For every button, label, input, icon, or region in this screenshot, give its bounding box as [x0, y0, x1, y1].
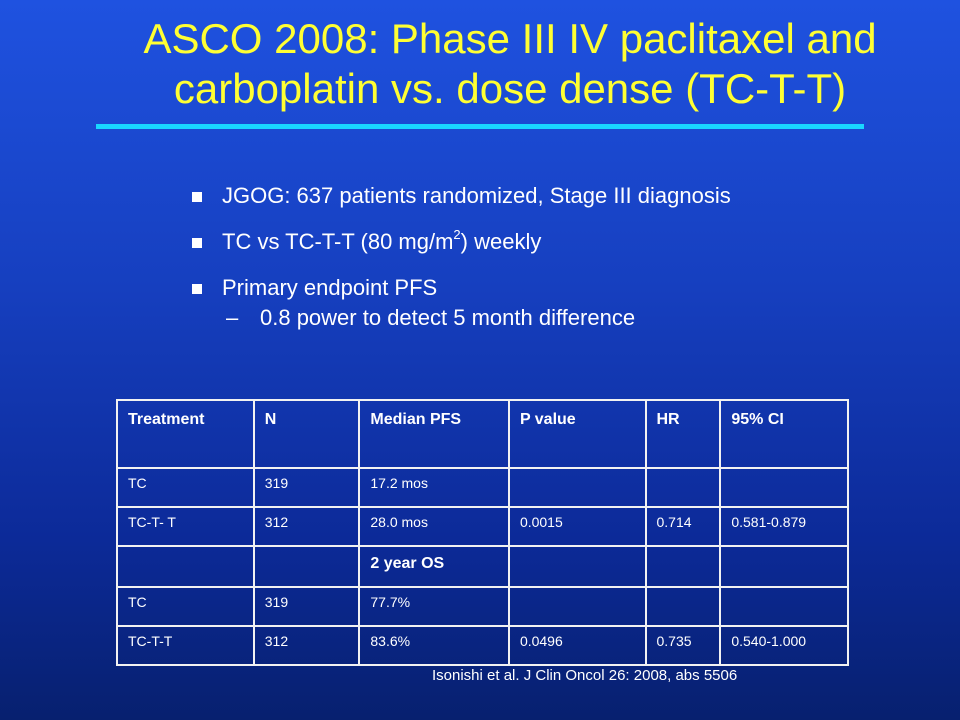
cell-2yr-os: 77.7%	[358, 586, 510, 627]
header-median-pfs: Median PFS	[358, 399, 510, 469]
table-row: TC 319 17.2 mos	[116, 467, 849, 508]
results-table: Treatment N Median PFS P value HR 95% CI…	[116, 399, 849, 666]
header-95-ci: 95% CI	[719, 399, 849, 469]
title-line-1: ASCO 2008: Phase III IV paclitaxel and	[143, 15, 877, 62]
cell-p-value: 0.0496	[507, 625, 647, 666]
slide-title: ASCO 2008: Phase III IV paclitaxel and c…	[60, 14, 960, 114]
bullet-text: TC vs TC-T-T (80 mg/m2) weekly	[222, 226, 542, 254]
dash-icon: –	[226, 305, 239, 330]
bullet-list: JGOG: 637 patients randomized, Stage III…	[190, 182, 830, 350]
cell-treatment: TC-T- T	[116, 506, 255, 547]
bullet-text-part: ) weekly	[460, 229, 542, 254]
cell-hr	[644, 467, 722, 508]
bullet-item: JGOG: 637 patients randomized, Stage III…	[190, 182, 830, 210]
cell-95-ci: 0.540-1.000	[719, 625, 849, 666]
cell-empty	[252, 545, 361, 588]
square-bullet-icon	[192, 238, 202, 248]
bullet-text: Primary endpoint PFS	[222, 275, 438, 300]
cell-hr: 0.714	[644, 506, 722, 547]
title-underline	[96, 124, 864, 129]
cell-n: 319	[252, 467, 361, 508]
cell-empty	[116, 545, 255, 588]
cell-empty	[644, 545, 722, 588]
citation-footnote: Isonishi et al. J Clin Oncol 26: 2008, a…	[432, 667, 738, 684]
cell-median-pfs: 17.2 mos	[358, 467, 510, 508]
cell-hr: 0.735	[644, 625, 722, 666]
sub-bullet-text: 0.8 power to detect 5 month difference	[260, 305, 636, 330]
cell-p-value	[507, 586, 647, 627]
cell-treatment: TC-T-T	[116, 625, 255, 666]
cell-empty	[719, 545, 849, 588]
header-hr: HR	[644, 399, 722, 469]
bullet-text-part: TC vs TC-T-T (80 mg/m	[222, 229, 454, 254]
header-treatment: Treatment	[116, 399, 255, 469]
bullet-text: JGOG: 637 patients randomized, Stage III…	[222, 183, 731, 208]
cell-p-value	[507, 467, 647, 508]
cell-95-ci	[719, 467, 849, 508]
section-title-2-year-os: 2 year OS	[358, 545, 510, 588]
cell-treatment: TC	[116, 467, 255, 508]
table-header-row: Treatment N Median PFS P value HR 95% CI	[116, 399, 849, 469]
bullet-item: TC vs TC-T-T (80 mg/m2) weekly	[190, 228, 830, 256]
cell-95-ci: 0.581-0.879	[719, 506, 849, 547]
cell-n: 312	[252, 506, 361, 547]
cell-2yr-os: 83.6%	[358, 625, 510, 666]
sub-bullet: – 0.8 power to detect 5 month difference	[222, 304, 830, 332]
cell-empty	[507, 545, 647, 588]
cell-95-ci	[719, 586, 849, 627]
superscript: 2	[453, 226, 461, 242]
table-row: TC 319 77.7%	[116, 586, 849, 627]
square-bullet-icon	[192, 192, 202, 202]
cell-treatment: TC	[116, 586, 255, 627]
title-line-2: carboplatin vs. dose dense (TC-T-T)	[173, 65, 847, 112]
cell-n: 319	[252, 586, 361, 627]
header-n: N	[252, 399, 361, 469]
table-row: TC-T-T 312 83.6% 0.0496 0.735 0.540-1.00…	[116, 625, 849, 666]
square-bullet-icon	[192, 284, 202, 294]
table-row: TC-T- T 312 28.0 mos 0.0015 0.714 0.581-…	[116, 506, 849, 547]
cell-median-pfs: 28.0 mos	[358, 506, 510, 547]
cell-p-value: 0.0015	[507, 506, 647, 547]
table-section-row: 2 year OS	[116, 545, 849, 588]
cell-hr	[644, 586, 722, 627]
bullet-item: Primary endpoint PFS – 0.8 power to dete…	[190, 274, 830, 332]
cell-n: 312	[252, 625, 361, 666]
header-p-value: P value	[507, 399, 647, 469]
